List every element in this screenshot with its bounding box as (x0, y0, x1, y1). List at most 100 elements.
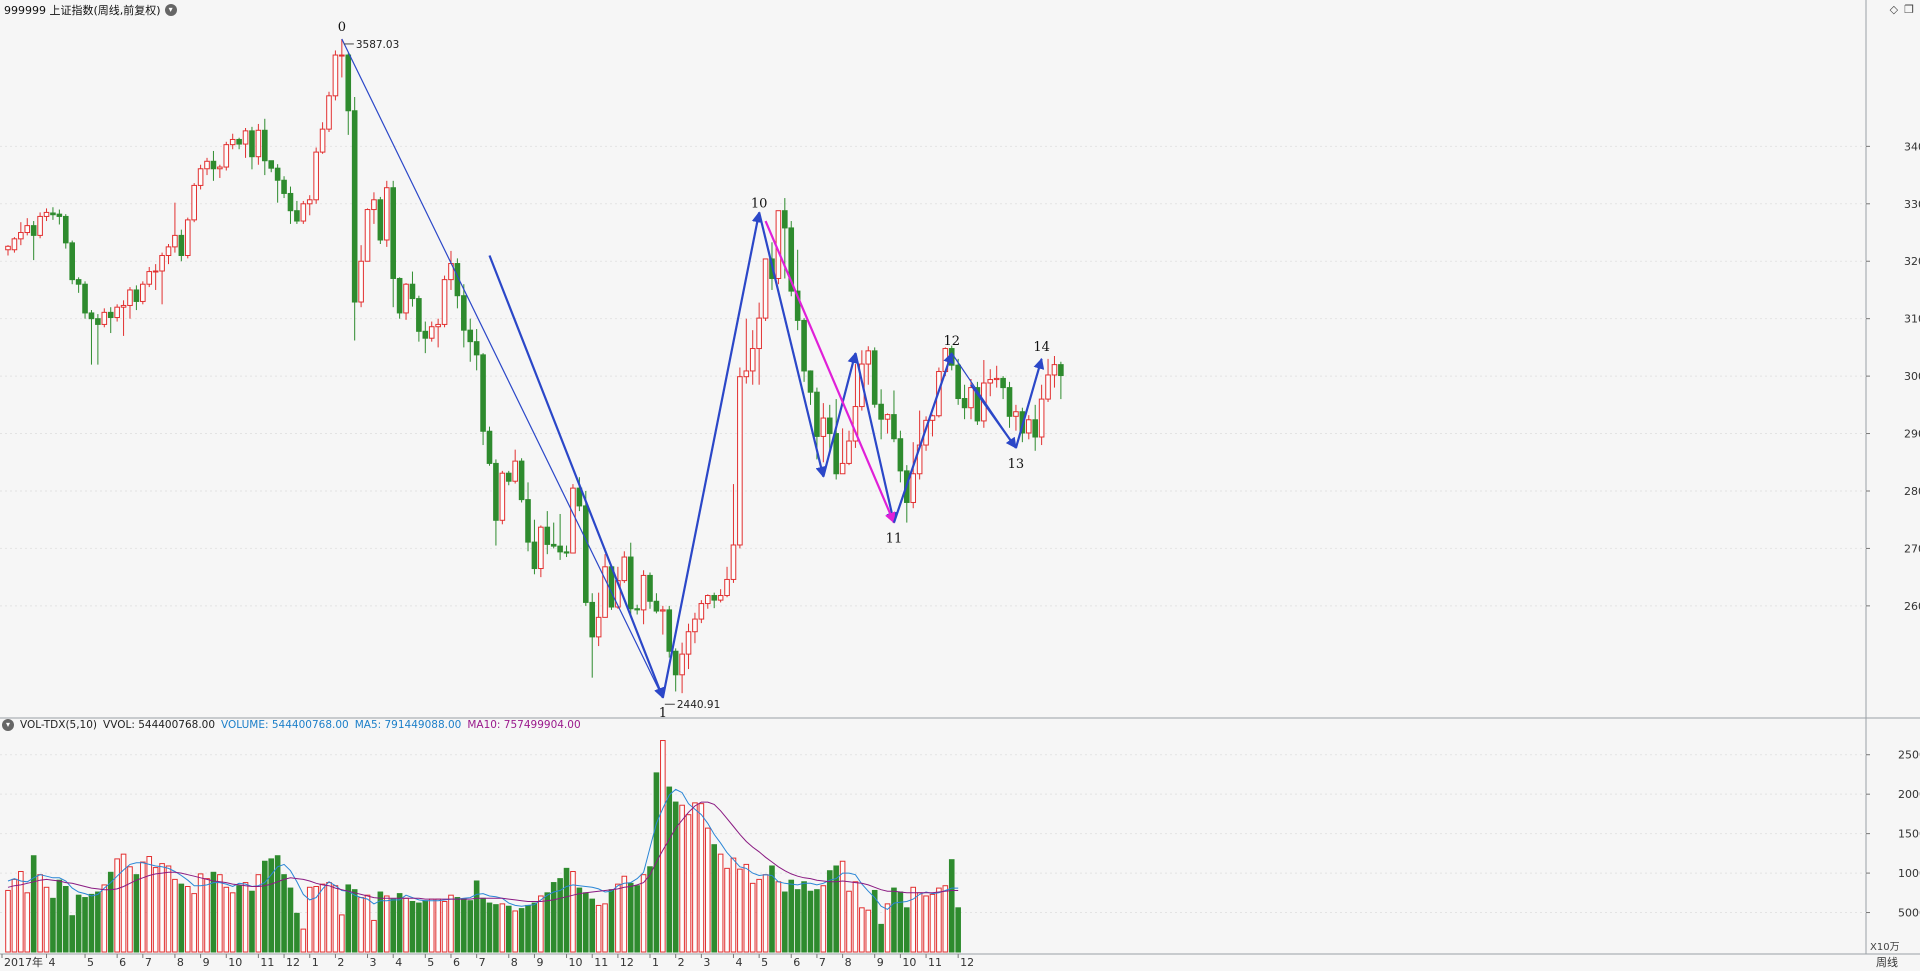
candle (473, 329, 480, 371)
volume-bar (512, 910, 518, 953)
chevron-down-icon[interactable]: ▾ (2, 719, 14, 731)
candle-body (493, 462, 499, 521)
candle (229, 133, 236, 150)
candle-body (287, 192, 294, 212)
candle (525, 482, 531, 552)
volume-bar (287, 887, 294, 953)
volume-bar (627, 882, 634, 953)
candle-body (1051, 364, 1058, 376)
candle (82, 281, 88, 319)
candle-body (11, 238, 18, 251)
candle-body (737, 376, 743, 546)
candle (550, 522, 557, 549)
volume-bar (50, 897, 56, 953)
volume-bar (615, 883, 621, 953)
chevron-down-icon[interactable]: ▾ (164, 4, 177, 16)
candle-body (486, 430, 493, 464)
volume-bar (345, 884, 352, 953)
candle-body (897, 438, 904, 472)
candle-body (865, 350, 872, 365)
candle (544, 511, 551, 555)
candle-body (82, 283, 88, 314)
candle-body (191, 184, 197, 221)
time-tick-label: 1 (652, 956, 659, 969)
candle (133, 285, 140, 311)
candle-body (114, 306, 120, 319)
candle-body (242, 130, 249, 145)
candle (743, 318, 750, 384)
candle-body (332, 54, 339, 97)
volume-bar (383, 895, 390, 953)
candle (647, 572, 653, 609)
volume-bar (634, 885, 640, 953)
candle-body (698, 603, 705, 620)
candle-body (5, 245, 11, 251)
candle-body (717, 595, 724, 601)
volume-bar (563, 867, 570, 953)
window-restore-icon[interactable]: ❐ (1904, 3, 1914, 16)
volume-bar (204, 878, 210, 953)
candle (178, 229, 185, 262)
candle (672, 648, 679, 692)
candle (43, 208, 50, 222)
candle (602, 554, 608, 618)
trend-line (970, 384, 1017, 449)
volume-bar (242, 882, 249, 953)
candle-body (557, 545, 563, 553)
candle (897, 430, 904, 483)
candle (583, 490, 589, 606)
candle-body (37, 215, 43, 236)
diamond-icon[interactable]: ◇ (1889, 3, 1899, 16)
candle (107, 307, 114, 334)
candle (326, 91, 332, 133)
candle-body (1045, 374, 1051, 400)
candle-body (499, 472, 506, 521)
candle-body (306, 199, 313, 205)
candle-body (281, 179, 287, 194)
candle (794, 249, 801, 331)
trend-line (341, 38, 664, 699)
volume-bar (871, 889, 878, 953)
volume-bar (794, 889, 801, 953)
candle (127, 287, 133, 319)
candle-body (274, 167, 281, 181)
volume-bar (178, 883, 185, 953)
chart-title: 999999 上证指数(周线,前复权) (4, 4, 161, 17)
time-tick-label: 8 (845, 956, 852, 969)
candle (820, 403, 827, 463)
candle (364, 208, 371, 262)
volume-bar (133, 874, 140, 953)
volume-bar (441, 900, 448, 953)
ma5-line (7, 788, 959, 911)
candle (140, 281, 146, 305)
candle-body (968, 387, 974, 409)
candle (891, 390, 897, 443)
candle-body (62, 215, 69, 244)
candle (846, 430, 852, 466)
trend-line (488, 255, 665, 699)
candle-body (358, 260, 364, 303)
volume-bar (505, 905, 512, 953)
time-tick-label: 4 (735, 956, 742, 969)
candle-body (217, 166, 223, 170)
candle-body (339, 54, 345, 57)
ma10-readout: MA10: 757499904.00 (467, 719, 581, 731)
candle (724, 566, 730, 598)
candle-body (640, 574, 647, 611)
price-tick-label: 3000 (1904, 370, 1920, 383)
candle-body (409, 283, 416, 300)
volume-bar (576, 887, 583, 953)
volume-bar (326, 882, 332, 953)
volume-bar (865, 909, 872, 953)
time-tick-label: 12 (286, 956, 300, 969)
candle-body (268, 160, 275, 169)
volume-bar (602, 903, 608, 953)
candle (88, 310, 95, 365)
candle (1025, 415, 1032, 440)
price-tick-label: 2800 (1904, 485, 1920, 498)
candle-body (1000, 377, 1006, 389)
volume-bar (281, 874, 287, 953)
volume-tick-label: 25000 (1898, 749, 1920, 762)
candle (461, 284, 467, 348)
candle (281, 176, 287, 199)
